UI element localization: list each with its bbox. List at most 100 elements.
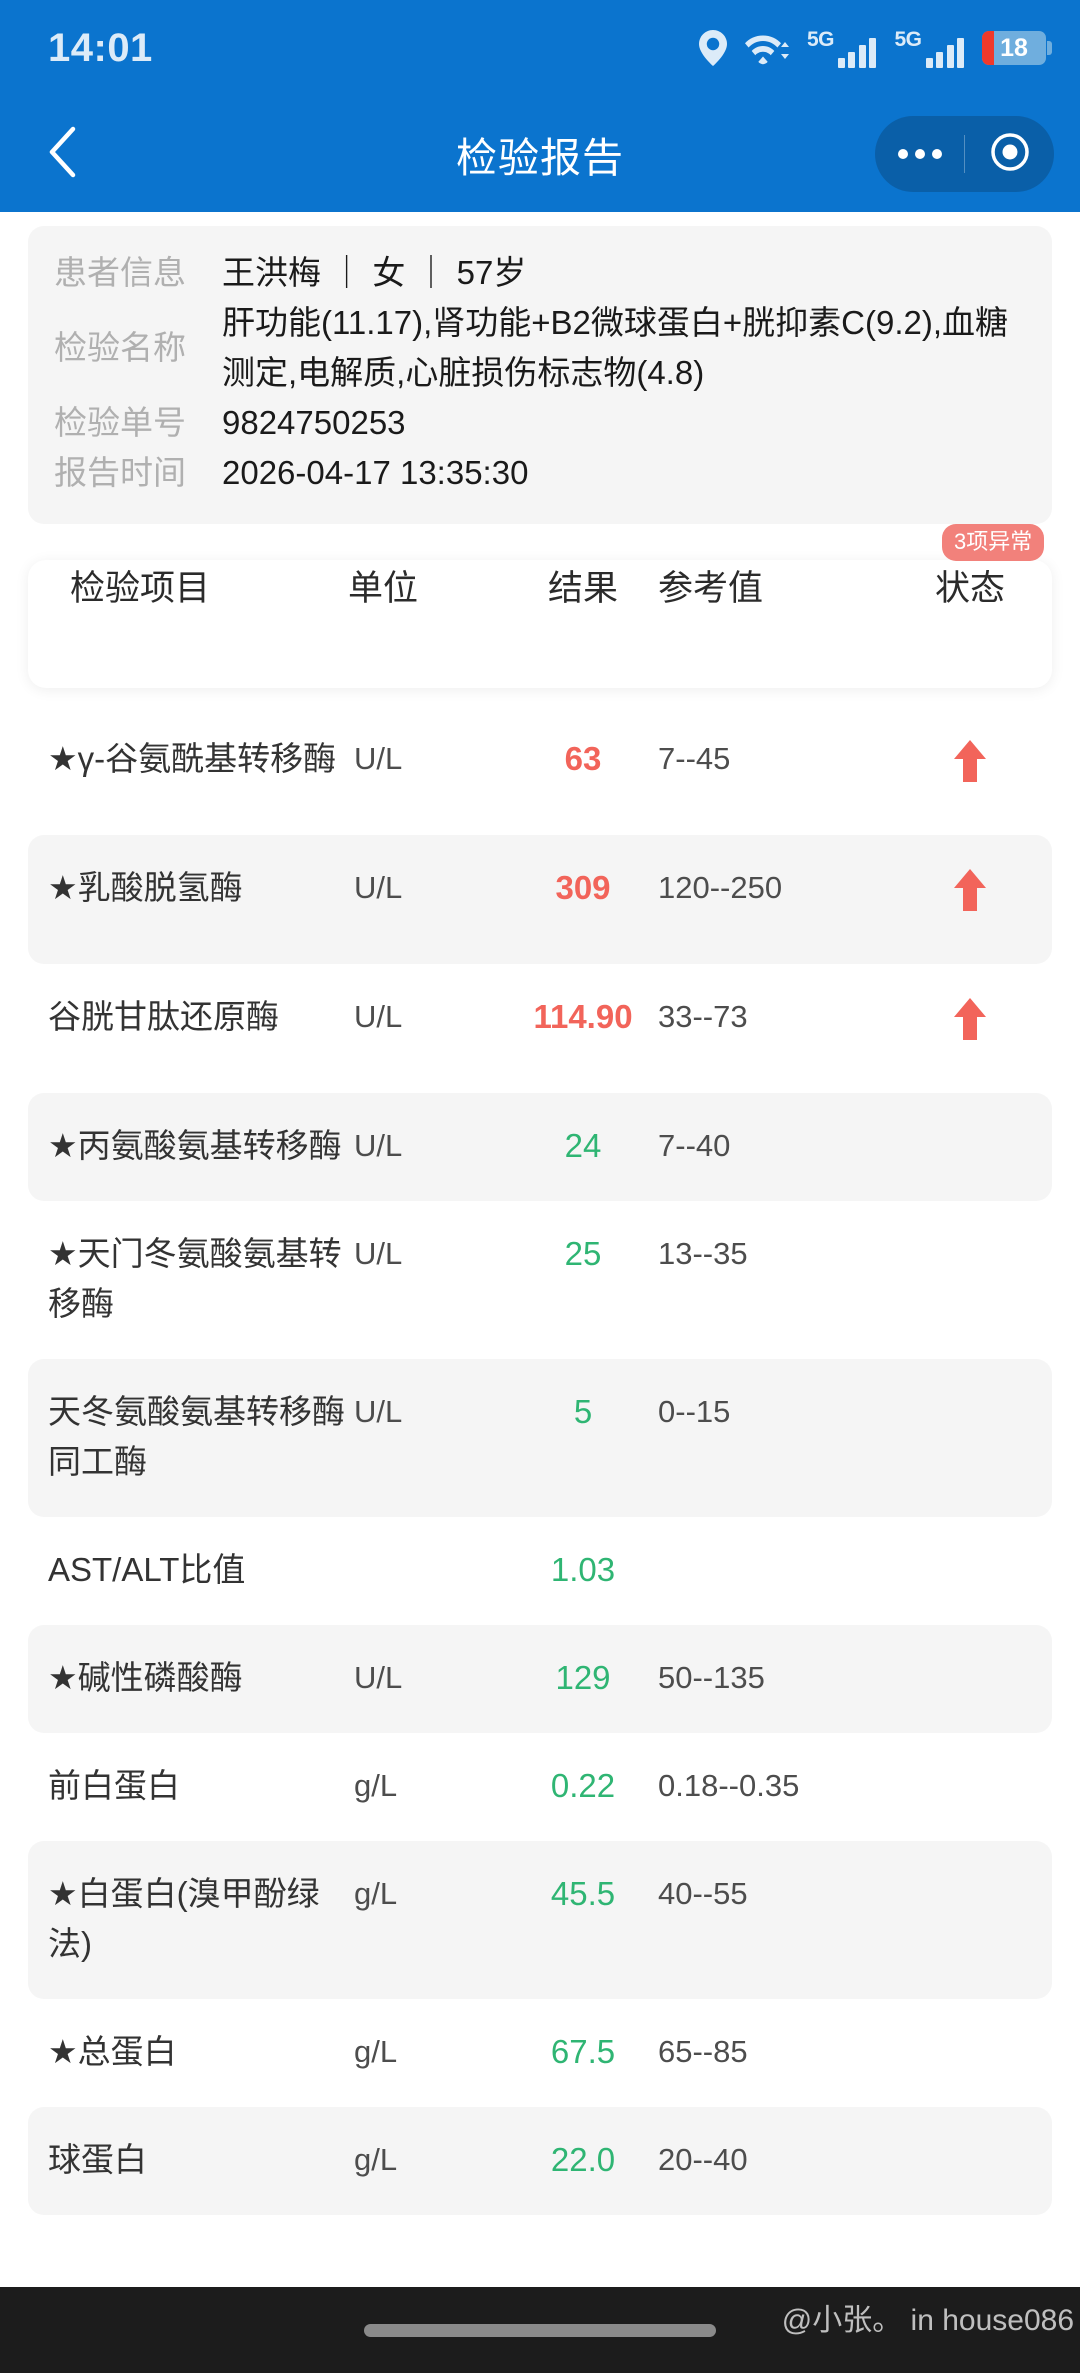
back-chevron-icon [47, 126, 77, 183]
info-value-order-number: 9824750253 [222, 404, 406, 441]
cell-reference: 0.18--0.35 [658, 1768, 800, 1803]
status-bar: 14:01 5G 5 [0, 0, 1080, 96]
cell-reference: 120--250 [658, 870, 783, 905]
signal-5g-icon-secondary: 5G [894, 29, 964, 68]
wifi-icon [744, 30, 789, 66]
cell-result: 0.22 [550, 1767, 616, 1804]
cell-item: ★白蛋白(溴甲酚绿法) [48, 1875, 320, 1962]
cell-unit: U/L [354, 1394, 403, 1429]
cell-result: 309 [555, 869, 611, 906]
cell-result: 5 [573, 1393, 593, 1430]
cell-unit: U/L [354, 741, 403, 776]
cell-item: ★总蛋白 [48, 2033, 177, 2070]
table-row[interactable]: ★碱性磷酸酶 U/L 129 50--135 [28, 1625, 1052, 1733]
more-menu-button[interactable] [875, 149, 964, 159]
info-row-order-number: 检验单号 9824750253 [54, 398, 1026, 448]
column-header-unit: 单位 [348, 569, 419, 608]
table-row[interactable]: ★总蛋白 g/L 67.5 65--85 [28, 1999, 1052, 2107]
table-header: 检验项目 单位 结果 参考值 状态 3项异常 [28, 524, 1052, 688]
cell-unit: U/L [354, 1128, 403, 1163]
battery-level-label: 18 [1000, 34, 1028, 62]
info-label-report-time: 报告时间 [54, 454, 186, 491]
page-title: 检验报告 [456, 135, 624, 181]
cell-item: ★γ-谷氨酰基转移酶 [48, 740, 337, 777]
table-row[interactable]: ★乳酸脱氢酶 U/L 309 120--250 [28, 835, 1052, 964]
more-dots-icon [897, 149, 942, 159]
location-pin-icon [698, 30, 727, 66]
cell-reference: 13--35 [658, 1236, 748, 1271]
arrow-up-icon [953, 867, 987, 934]
table-row[interactable]: ★白蛋白(溴甲酚绿法) g/L 45.5 40--55 [28, 1841, 1052, 1999]
patient-info-card: 患者信息 王洪梅 ｜ 女 ｜ 57岁 检验名称 肝功能(11.17),肾功能+B… [28, 226, 1052, 524]
cell-item: 前白蛋白 [48, 1767, 180, 1804]
cell-status [888, 992, 1052, 1063]
cell-item: ★碱性磷酸酶 [48, 1659, 243, 1696]
back-button[interactable] [24, 116, 100, 192]
system-nav-bar [0, 2287, 1080, 2373]
cell-unit: U/L [354, 999, 403, 1034]
signal-bars [837, 37, 877, 68]
info-row-test-name: 检验名称 肝功能(11.17),肾功能+B2微球蛋白+胱抑素C(9.2),血糖测… [54, 298, 1026, 398]
table-row[interactable]: 天冬氨酸氨基转移酶同工酶 U/L 5 0--15 [28, 1359, 1052, 1517]
cell-reference: 20--40 [658, 2142, 748, 2177]
cell-result: 45.5 [550, 1875, 616, 1912]
arrow-up-icon [953, 996, 987, 1063]
column-header-item: 检验项目 [70, 569, 211, 608]
table-row[interactable]: 球蛋白 g/L 22.0 20--40 [28, 2107, 1052, 2215]
status-bar-icons: 5G 5G 18 [698, 29, 1052, 68]
column-header-status: 状态 3项异常 [888, 524, 1052, 611]
cell-unit: g/L [354, 1768, 398, 1803]
table-row[interactable]: ★丙氨酸氨基转移酶 U/L 24 7--40 [28, 1093, 1052, 1201]
cell-status [888, 863, 1052, 934]
cell-item: ★天门冬氨酸氨基转移酶 [48, 1235, 342, 1322]
abnormal-count-badge: 3项异常 [942, 524, 1045, 561]
target-icon [989, 131, 1031, 178]
cell-reference: 40--55 [658, 1876, 748, 1911]
home-gesture-pill[interactable] [364, 2323, 716, 2337]
signal-bars-secondary [925, 37, 964, 68]
cell-result: 129 [555, 1659, 611, 1696]
arrow-up-icon [953, 738, 987, 805]
report-content[interactable]: 患者信息 王洪梅 ｜ 女 ｜ 57岁 检验名称 肝功能(11.17),肾功能+B… [0, 212, 1080, 2373]
cell-result: 25 [564, 1235, 602, 1272]
cell-unit: U/L [354, 870, 403, 905]
cell-result: 22.0 [550, 2141, 616, 2178]
cell-reference: 65--85 [658, 2034, 748, 2069]
cell-item: ★乳酸脱氢酶 [48, 869, 243, 906]
info-row-patient: 患者信息 王洪梅 ｜ 女 ｜ 57岁 [54, 248, 1026, 298]
cell-item: AST/ALT比值 [48, 1551, 246, 1588]
table-row[interactable]: ★天门冬氨酸氨基转移酶 U/L 25 13--35 [28, 1201, 1052, 1359]
info-label-test-name: 检验名称 [54, 329, 186, 366]
nav-bar: 检验报告 [0, 96, 1080, 212]
cell-status [888, 734, 1052, 805]
cell-item: 球蛋白 [48, 2141, 147, 2178]
table-row[interactable]: 前白蛋白 g/L 0.22 0.18--0.35 [28, 1733, 1052, 1841]
cell-result: 24 [564, 1127, 602, 1164]
cell-reference: 7--40 [658, 1128, 731, 1163]
status-bar-clock: 14:01 [48, 25, 153, 70]
cell-item: 谷胱甘肽还原酶 [48, 998, 279, 1035]
lab-results-table[interactable]: ★γ-谷氨酰基转移酶 U/L 63 7--45 ★乳酸脱氢酶 U/L 309 120--250… [28, 706, 1052, 2215]
cell-reference: 50--135 [658, 1660, 765, 1695]
cell-unit: U/L [354, 1660, 403, 1695]
column-header-reference: 参考值 [658, 569, 764, 608]
cell-item: 天冬氨酸氨基转移酶同工酶 [48, 1393, 345, 1480]
capsule-divider [964, 135, 965, 173]
info-value-report-time: 2026-04-17 13:35:30 [222, 454, 529, 491]
info-row-report-time: 报告时间 2026-04-17 13:35:30 [54, 448, 1026, 498]
close-miniprogram-button[interactable] [965, 131, 1054, 178]
table-row[interactable]: ★γ-谷氨酰基转移酶 U/L 63 7--45 [28, 706, 1052, 835]
cell-result: 67.5 [550, 2033, 616, 2070]
battery-icon: 18 [982, 31, 1052, 65]
info-label-patient: 患者信息 [54, 254, 186, 291]
cell-unit: U/L [354, 1236, 403, 1271]
signal-5g-icon: 5G [807, 29, 877, 68]
miniprogram-capsule [875, 116, 1054, 192]
cell-reference: 0--15 [658, 1394, 731, 1429]
cell-reference: 33--73 [658, 999, 748, 1034]
cell-unit: g/L [354, 2034, 398, 2069]
battery-fill [982, 31, 994, 65]
table-row[interactable]: AST/ALT比值 1.03 [28, 1517, 1052, 1625]
table-row[interactable]: 谷胱甘肽还原酶 U/L 114.90 33--73 [28, 964, 1052, 1093]
info-value-patient: 王洪梅 ｜ 女 ｜ 57岁 [222, 254, 527, 291]
